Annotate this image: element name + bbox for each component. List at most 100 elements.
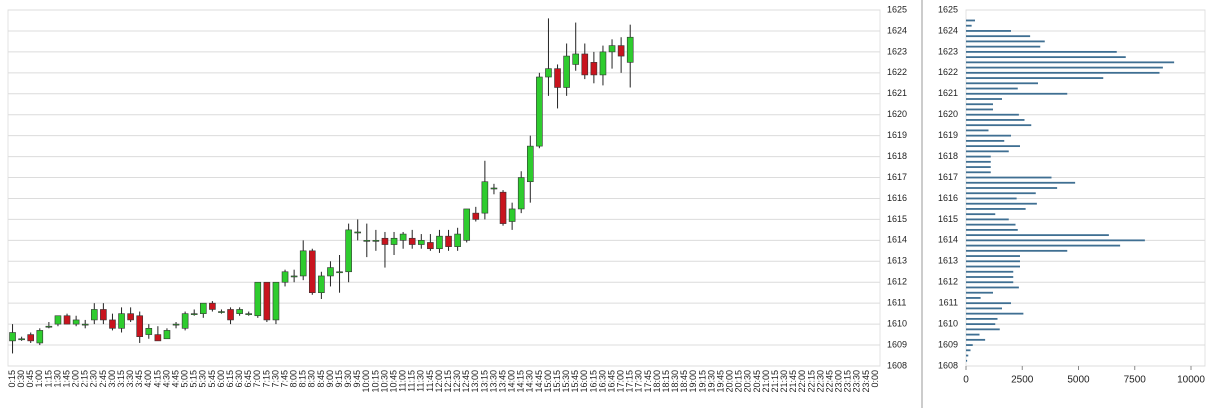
bar [966,213,996,216]
x-tick-label: 7:45 [279,370,289,388]
x-tick-label: 6:45 [243,370,253,388]
x-tick-label: 16:15 [588,370,598,393]
x-tick-label: 4:30 [161,370,171,388]
bar [966,307,1002,310]
y-tick-label: 1622 [938,67,958,77]
bar [966,312,1024,315]
candle-body [354,231,362,234]
bar [966,276,1014,278]
x-tick-label: 6:30 [234,370,244,388]
candle-body [408,237,416,245]
bar [966,160,991,163]
candle-body [27,334,35,342]
x-tick-label: 23:45 [861,370,871,393]
bar [966,103,993,106]
x-tick-label: 19:45 [715,370,725,393]
x-tick-label: 2:45 [98,370,108,388]
x-tick-label: 23:00 [834,370,844,393]
bar [966,239,1145,242]
x-tick-label: 22:15 [806,370,816,393]
bar [966,228,1018,231]
x-tick-label: 1:45 [61,370,71,388]
x-tick-label: 13:00 [470,370,480,393]
x-tick-label: 5:30 [198,370,208,388]
candle-body [454,233,461,247]
y-tick-label: 1612 [938,277,958,287]
bar [966,61,1175,64]
bar [966,286,1019,289]
x-tick-label: 3:00 [107,370,117,388]
y-tick-label: 1621 [887,88,907,98]
x-tick-label: 2:15 [80,370,90,388]
x-tick-label: 9:45 [352,370,362,388]
y-tick-label: 1608 [938,360,958,370]
bar [966,354,969,357]
x-tick-label: 21:45 [788,370,798,393]
x-tick-label: 4:45 [170,370,180,388]
candle-body [118,313,125,329]
bar [966,202,1037,205]
x-tick-label: 21:30 [779,370,789,393]
candle-body [90,309,98,321]
x-tick-label: 1:30 [52,370,62,388]
x-tick-label: 13:30 [488,370,498,393]
x-tick-label: 5:00 [180,370,190,388]
candle-body [608,45,616,53]
y-tick-label: 1617 [938,172,958,182]
bar [966,87,1018,90]
candle-body [581,53,589,76]
x-tick-label: 17:00 [616,370,626,393]
x-tick-label: 9:15 [334,370,344,388]
bar [966,66,1163,69]
bar [966,328,1000,331]
x-tick-label: 17:45 [643,370,653,393]
y-tick-label: 1623 [887,46,907,56]
bar [966,124,1032,127]
candle-body [345,229,352,273]
y-tick-label: 1620 [938,109,958,119]
bar [966,349,971,352]
x-tick-label: 0:30 [16,370,26,388]
bar [966,323,996,326]
x-tick-label: 7:30 [270,370,280,388]
x-tick-label: 5:45 [207,370,217,388]
x-tick-label: 10000 [1177,375,1205,386]
x-tick-label: 13:45 [497,370,507,393]
y-tick-label: 1610 [938,318,958,328]
x-tick-label: 14:45 [534,370,544,393]
candle-body [290,275,298,278]
candle-body [427,242,434,250]
x-tick-label: 11:00 [398,370,408,392]
bar [966,208,1026,210]
y-tick-label: 1623 [938,46,958,56]
candle-body [517,177,525,210]
bar [966,234,1109,237]
candle-body [236,309,243,314]
x-tick-label: 16:45 [606,370,616,393]
x-tick-label: 18:15 [661,370,671,393]
bar [966,333,980,336]
y-tick-label: 1625 [938,4,958,14]
x-tick-label: 5000 [1067,375,1090,386]
x-tick-label: 16:00 [579,370,589,393]
x-tick-label: 7:15 [261,370,271,388]
candle-body [626,36,634,63]
candle-body [227,309,234,321]
x-tick-label: 6:15 [225,370,235,388]
x-tick-label: 8:15 [298,370,308,388]
x-tick-label: 3:30 [125,370,135,388]
x-tick-label: 2:30 [89,370,99,388]
x-tick-label: 9:00 [325,370,335,388]
candle-body [63,315,71,325]
x-tick-label: 2500 [1011,375,1034,386]
y-tick-label: 1610 [887,318,907,328]
bar [966,223,1016,226]
bar [966,291,993,294]
y-tick-label: 1619 [887,130,907,140]
x-tick-label: 14:15 [516,370,526,393]
x-tick-label: 3:15 [116,370,126,388]
x-tick-label: 16:30 [597,370,607,393]
candle-body [318,275,325,294]
bar [966,176,1052,179]
